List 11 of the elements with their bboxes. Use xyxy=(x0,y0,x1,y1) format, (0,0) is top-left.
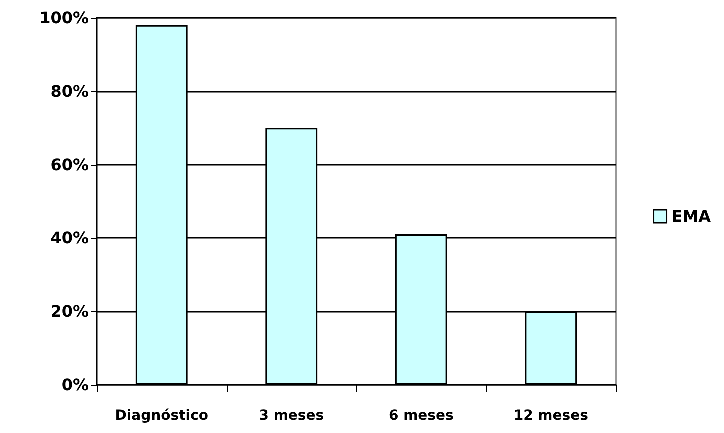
y-tick-label: 60% xyxy=(50,155,89,174)
x-tick-label: Diagnóstico xyxy=(115,408,209,424)
y-tick-label: 20% xyxy=(50,302,89,322)
x-tick-label: 3 meses xyxy=(259,408,324,424)
y-tick-label: 40% xyxy=(50,228,89,248)
y-tick-label: 80% xyxy=(50,82,89,101)
y-tick-label: 0% xyxy=(62,376,89,394)
y-tick-label: 100% xyxy=(40,8,89,28)
x-tick-label: 12 meses xyxy=(514,408,588,424)
x-tick-label: 6 meses xyxy=(388,408,454,424)
legend-label: EMA xyxy=(672,207,712,226)
